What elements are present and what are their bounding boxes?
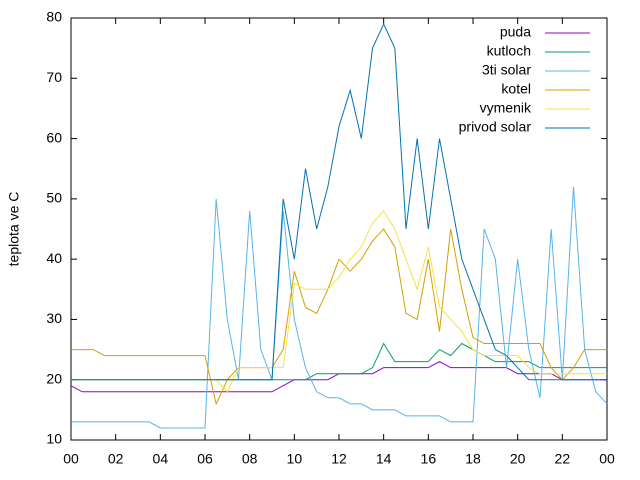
legend-label: vymenik bbox=[480, 100, 532, 116]
legend-label: privod solar bbox=[459, 119, 532, 135]
x-tick-label: 08 bbox=[242, 451, 258, 467]
y-tick-label: 40 bbox=[46, 250, 62, 266]
x-tick-label: 18 bbox=[465, 451, 481, 467]
x-tick-label: 10 bbox=[287, 451, 303, 467]
x-tick-label: 22 bbox=[555, 451, 571, 467]
x-tick-label: 00 bbox=[63, 451, 79, 467]
x-tick-label: 16 bbox=[421, 451, 437, 467]
legend-label: kotel bbox=[501, 81, 531, 97]
x-tick-label: 00 bbox=[599, 451, 615, 467]
x-tick-label: 02 bbox=[108, 451, 124, 467]
x-tick-label: 12 bbox=[331, 451, 347, 467]
legend-label: kutloch bbox=[487, 43, 531, 59]
x-tick-label: 04 bbox=[153, 451, 169, 467]
series-line bbox=[71, 22, 607, 381]
series-line bbox=[71, 228, 607, 406]
x-tick-label: 20 bbox=[510, 451, 526, 467]
y-axis-label: teplota ve C bbox=[6, 192, 22, 267]
series-line bbox=[71, 186, 608, 429]
y-tick-label: 10 bbox=[46, 431, 62, 447]
x-tick-label: 14 bbox=[376, 451, 392, 467]
legend-label: puda bbox=[500, 24, 531, 40]
y-tick-label: 80 bbox=[46, 9, 62, 25]
y-tick-label: 30 bbox=[46, 310, 62, 326]
legend-label: 3ti solar bbox=[482, 62, 531, 78]
x-tick-label: 06 bbox=[197, 451, 213, 467]
y-tick-label: 20 bbox=[46, 370, 62, 386]
y-tick-label: 50 bbox=[46, 190, 62, 206]
y-tick-label: 70 bbox=[46, 69, 62, 85]
y-tick-label: 60 bbox=[46, 129, 62, 145]
